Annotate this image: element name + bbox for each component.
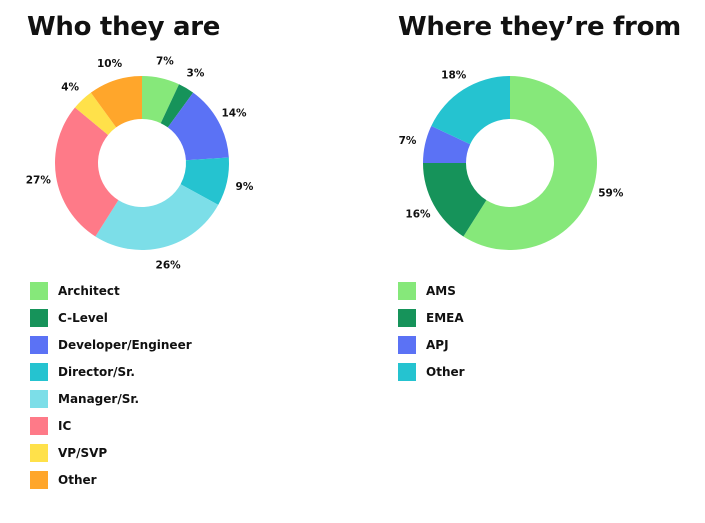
- legend-item: Other: [30, 470, 192, 489]
- legend-label: AMS: [426, 283, 456, 298]
- legend-label: VP/SVP: [58, 445, 108, 460]
- donut-slice: [167, 92, 229, 161]
- legend-who: Architect C-Level Developer/Engineer Direct…: [30, 281, 192, 497]
- legend-item: IC: [30, 416, 192, 435]
- slice-percent-label: 10%: [97, 58, 123, 70]
- slice-percent-label: 16%: [405, 209, 431, 221]
- slice-percent-label: 7%: [399, 135, 417, 147]
- donut-slice: [54, 107, 119, 237]
- legend-item: Developer/Engineer: [30, 335, 192, 354]
- donut-slice: [142, 76, 180, 124]
- slice-percent-label: 18%: [441, 69, 467, 81]
- slice-percent-label: 26%: [156, 260, 182, 272]
- legend-label: Director/Sr.: [58, 364, 135, 379]
- legend-swatch: [30, 389, 48, 408]
- legend-item: VP/SVP: [30, 443, 192, 462]
- donut-slice: [463, 76, 597, 250]
- legend-swatch: [398, 308, 416, 327]
- donut-slice: [423, 125, 471, 163]
- legend-item: Architect: [30, 281, 192, 300]
- legend-item: C-Level: [30, 308, 192, 327]
- legend-item: AMS: [398, 281, 465, 300]
- legend-label: C-Level: [58, 310, 108, 325]
- slice-percent-label: 4%: [61, 81, 79, 93]
- legend-swatch: [30, 443, 48, 462]
- legend-swatch: [30, 362, 48, 381]
- donut-slice: [74, 92, 117, 135]
- legend-swatch: [30, 281, 48, 300]
- legend-label: EMEA: [426, 310, 464, 325]
- legend-label: Developer/Engineer: [58, 337, 192, 352]
- slice-percent-label: 59%: [598, 187, 624, 199]
- legend-item: Manager/Sr.: [30, 389, 192, 408]
- slice-percent-label: 7%: [156, 56, 174, 68]
- legend-label: Other: [426, 364, 465, 379]
- donut-slice: [180, 157, 229, 205]
- legend-item: Other: [398, 362, 465, 381]
- slice-percent-label: 27%: [26, 174, 52, 186]
- chart-title-who: Who they are: [27, 12, 221, 42]
- legend-swatch: [30, 470, 48, 489]
- slice-percent-label: 3%: [187, 68, 205, 80]
- donut-slice: [423, 163, 487, 237]
- legend-label: Architect: [58, 283, 120, 298]
- donut-chart-where: 59% 16% 7% 18%: [399, 69, 624, 250]
- legend-swatch: [30, 416, 48, 435]
- legend-swatch: [30, 335, 48, 354]
- legend-label: Other: [58, 472, 97, 487]
- legend-swatch: [30, 308, 48, 327]
- legend-item: Director/Sr.: [30, 362, 192, 381]
- donut-slice: [95, 184, 219, 250]
- legend-where: AMS EMEA APJ Other: [398, 281, 465, 389]
- legend-label: Manager/Sr.: [58, 391, 140, 406]
- legend-label: APJ: [426, 337, 449, 352]
- legend-swatch: [398, 362, 416, 381]
- slice-percent-label: 14%: [221, 107, 247, 119]
- legend-item: APJ: [398, 335, 465, 354]
- legend-label: IC: [58, 418, 72, 433]
- chart-title-where: Where they’re from: [398, 12, 681, 42]
- legend-swatch: [398, 335, 416, 354]
- donut-slice: [90, 76, 142, 128]
- legend-item: EMEA: [398, 308, 465, 327]
- slice-percent-label: 9%: [236, 181, 254, 193]
- donut-slice: [431, 76, 510, 145]
- legend-swatch: [398, 281, 416, 300]
- donut-chart-who: 7% 3% 14% 9% 26% 27% 4% 10%: [26, 56, 254, 272]
- donut-slice: [160, 84, 194, 128]
